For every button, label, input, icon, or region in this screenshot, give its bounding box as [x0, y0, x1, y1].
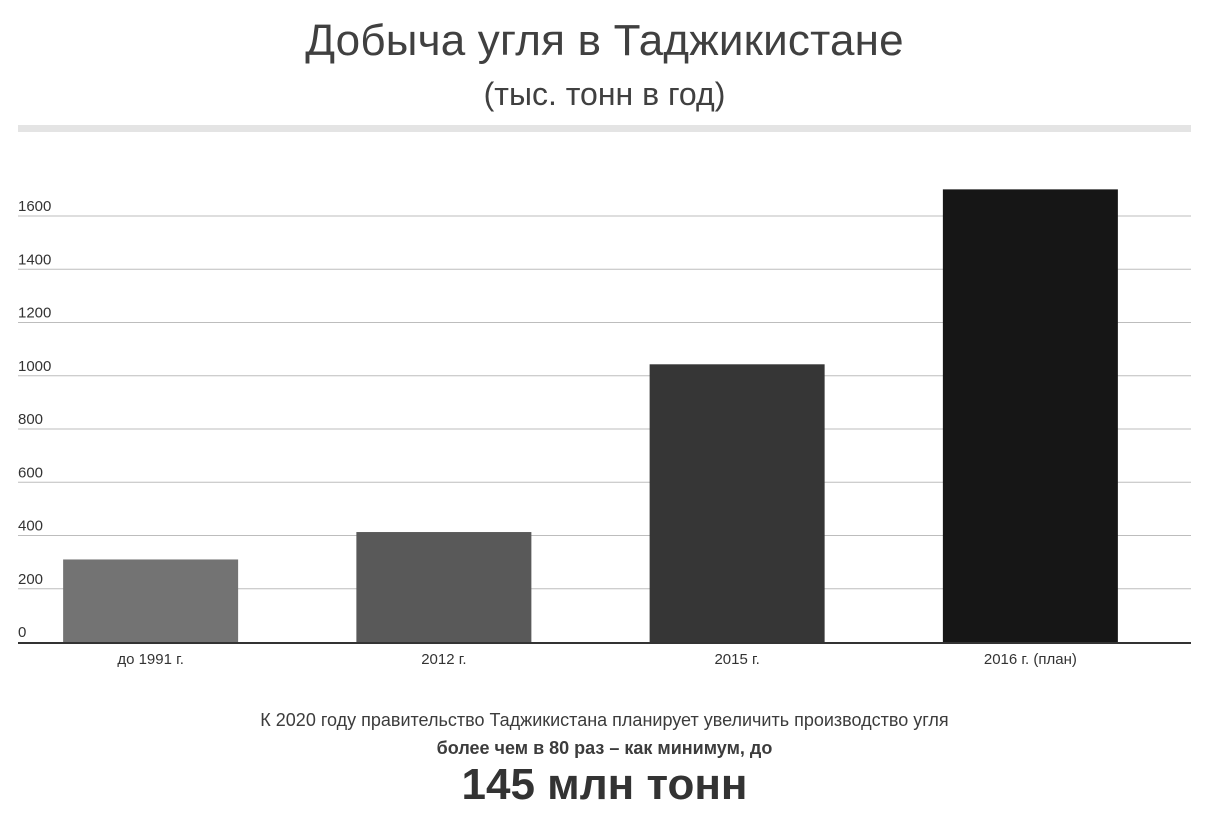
y-tick-label: 200: [18, 571, 43, 588]
title-divider: [18, 125, 1191, 132]
footnote-line-1: К 2020 году правительство Таджикистана п…: [260, 710, 949, 730]
bar: [356, 532, 532, 642]
y-tick-label: 1400: [18, 251, 51, 268]
y-tick-label: 400: [18, 518, 43, 535]
footnote-highlight: 145 млн тонн: [461, 760, 748, 809]
bar: [942, 189, 1118, 642]
y-tick-label: 600: [18, 464, 43, 481]
y-tick-label: 1600: [18, 198, 51, 215]
x-axis-tick-labels: до 1991 г. 2012 г. 2015 г. 2016 г. (план): [117, 651, 1077, 668]
y-tick-label: 0: [18, 624, 26, 641]
y-tick-label: 800: [18, 411, 43, 428]
bar: [649, 364, 825, 642]
chart-subtitle: (тыс. тонн в год): [483, 76, 726, 112]
y-tick-label: 1200: [18, 305, 51, 322]
x-tick-label: 2015 г.: [714, 651, 759, 668]
y-tick-label: 1000: [18, 358, 51, 375]
x-tick-label: до 1991 г.: [117, 651, 184, 668]
grid-lines: [18, 215, 1191, 590]
bar-chart: 0 200 400 600 800 1000 1200 1400 1600 до 1991 г.…: [18, 189, 1191, 668]
bar: [63, 559, 239, 642]
y-axis-tick-labels: 0 200 400 600 800 1000 1200 1400 1600: [18, 198, 51, 641]
footnote-line-2: более чем в 80 раз – как минимум, до: [436, 738, 773, 758]
chart-title: Добыча угля в Таджикистане: [305, 16, 904, 65]
bars: [63, 189, 1118, 642]
x-tick-label: 2012 г.: [421, 651, 466, 668]
x-tick-label: 2016 г. (план): [984, 651, 1077, 668]
